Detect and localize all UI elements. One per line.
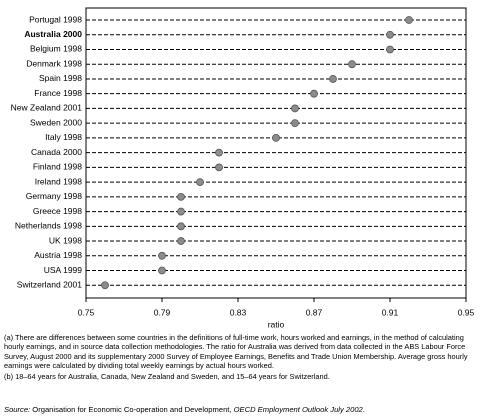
dot xyxy=(291,119,299,128)
x-tick-label: 0.75 xyxy=(78,307,95,317)
y-tick-label: Denmark 1998 xyxy=(26,58,82,68)
dot xyxy=(177,192,185,201)
x-axis-label: ratio xyxy=(268,319,285,329)
dot xyxy=(348,60,356,69)
dot xyxy=(215,148,223,157)
dot xyxy=(291,104,299,113)
y-tick-label: Finland 1998 xyxy=(33,162,82,172)
y-tick-label: Portugal 1998 xyxy=(29,14,82,24)
chart: 0.75 0.79 0.83 0.87 0.91 0.95 ratio Portugal 19… xyxy=(11,7,475,329)
dot xyxy=(177,207,185,216)
y-tick-label: New Zealand 2001 xyxy=(11,103,83,113)
y-tick-label: Sweden 2000 xyxy=(30,117,82,127)
y-tick-label: UK 1998 xyxy=(49,235,82,245)
dot xyxy=(158,251,166,260)
y-tick-label: Ireland 1998 xyxy=(35,176,83,186)
dot xyxy=(158,266,166,275)
dot xyxy=(386,30,394,39)
source: Source: Organisation for Economic Co-ope… xyxy=(4,405,476,414)
x-tick-label: 0.95 xyxy=(458,307,475,317)
x-tick-label: 0.87 xyxy=(306,307,323,317)
x-tick-label: 0.91 xyxy=(382,307,399,317)
dot xyxy=(101,281,109,290)
dot xyxy=(405,16,413,24)
footnote: (b) 18–64 years for Australia, Canada, N… xyxy=(4,371,330,381)
y-tick-label: Netherlands 1998 xyxy=(15,221,82,231)
dot xyxy=(329,75,337,83)
y-tick-label: USA 1999 xyxy=(44,265,83,275)
source-end: . xyxy=(362,405,365,414)
source-label: Source: xyxy=(4,405,31,414)
y-tick-label: Germany 1998 xyxy=(26,191,82,201)
footnotes: (a) There are differences between some c… xyxy=(4,333,476,382)
dot xyxy=(196,178,204,187)
y-tick-label: Italy 1998 xyxy=(45,132,82,142)
y-tick-label: France 1998 xyxy=(34,88,82,98)
dot xyxy=(386,45,394,54)
y-tick-label: Canada 2000 xyxy=(31,147,82,157)
footnote: (a) There are differences between some c… xyxy=(4,333,468,371)
x-tick-label: 0.83 xyxy=(230,307,247,317)
source-publication: OECD Employment Outlook July 2002 xyxy=(233,405,363,414)
y-tick-label: Greece 1998 xyxy=(33,206,82,216)
y-tick-label: Austria 1998 xyxy=(34,250,82,260)
x-tick-label: 0.79 xyxy=(154,307,171,317)
y-tick-label: Australia 2000 xyxy=(24,29,82,39)
dot xyxy=(310,89,318,98)
y-tick-label: Switzerland 2001 xyxy=(17,280,82,290)
y-tick-label: Belgium 1998 xyxy=(30,44,82,54)
dot xyxy=(177,237,185,245)
dot xyxy=(272,133,280,142)
dot xyxy=(215,163,223,172)
dot xyxy=(177,222,185,231)
source-text: Organisation for Economic Co-operation a… xyxy=(30,405,234,414)
y-tick-label: Spain 1998 xyxy=(39,73,82,83)
